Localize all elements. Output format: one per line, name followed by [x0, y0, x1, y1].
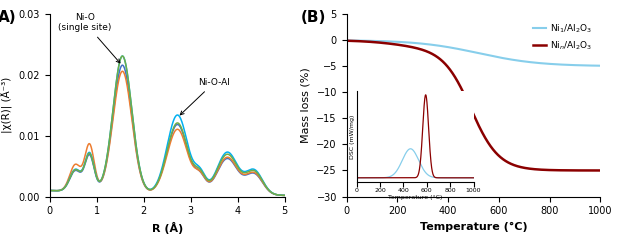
Line: Ni$_n$/Al$_2$O$_3$: Ni$_n$/Al$_2$O$_3$ — [347, 41, 600, 171]
Text: A): A) — [0, 10, 16, 26]
Ni$_1$/Al$_2$O$_3$ — [589, 64, 597, 67]
Ni$_n$/Al$_2$O$_3$ — [589, 169, 597, 172]
Ni$_n$/Al$_2$O$_3$ — [356, 40, 363, 43]
Ni$_n$/Al$_2$O$_3$ — [597, 169, 604, 172]
Ni$_n$/Al$_2$O$_3$ — [589, 169, 597, 172]
Ni$_1$/Al$_2$O$_3$ — [597, 64, 604, 67]
Ni$_1$/Al$_2$O$_3$ — [356, 39, 363, 42]
Ni$_1$/Al$_2$O$_3$ — [343, 39, 350, 42]
Ni$_1$/Al$_2$O$_3$ — [543, 62, 550, 65]
Ni$_n$/Al$_2$O$_3$ — [543, 168, 550, 171]
Text: Ni-O
(single site): Ni-O (single site) — [58, 13, 120, 63]
Ni$_1$/Al$_2$O$_3$ — [459, 48, 467, 51]
Line: Ni$_1$/Al$_2$O$_3$: Ni$_1$/Al$_2$O$_3$ — [347, 40, 600, 66]
Ni$_n$/Al$_2$O$_3$ — [466, 106, 474, 108]
X-axis label: R (Å): R (Å) — [152, 222, 183, 234]
Y-axis label: |χ(R)| (Å⁻³): |χ(R)| (Å⁻³) — [1, 77, 13, 133]
Ni$_1$/Al$_2$O$_3$ — [466, 50, 474, 53]
Ni$_n$/Al$_2$O$_3$ — [459, 91, 467, 94]
X-axis label: Temperature (°C): Temperature (°C) — [420, 222, 527, 232]
Y-axis label: Mass loss (%): Mass loss (%) — [301, 67, 311, 143]
Ni$_1$/Al$_2$O$_3$ — [589, 64, 597, 67]
Text: Ni-O-Al: Ni-O-Al — [180, 78, 230, 115]
Text: (B): (B) — [301, 10, 326, 26]
Ni$_n$/Al$_2$O$_3$ — [343, 39, 350, 42]
Legend: Ni$_1$/Al$_2$O$_3$, Ni$_n$/Al$_2$O$_3$: Ni$_1$/Al$_2$O$_3$, Ni$_n$/Al$_2$O$_3$ — [529, 18, 596, 55]
